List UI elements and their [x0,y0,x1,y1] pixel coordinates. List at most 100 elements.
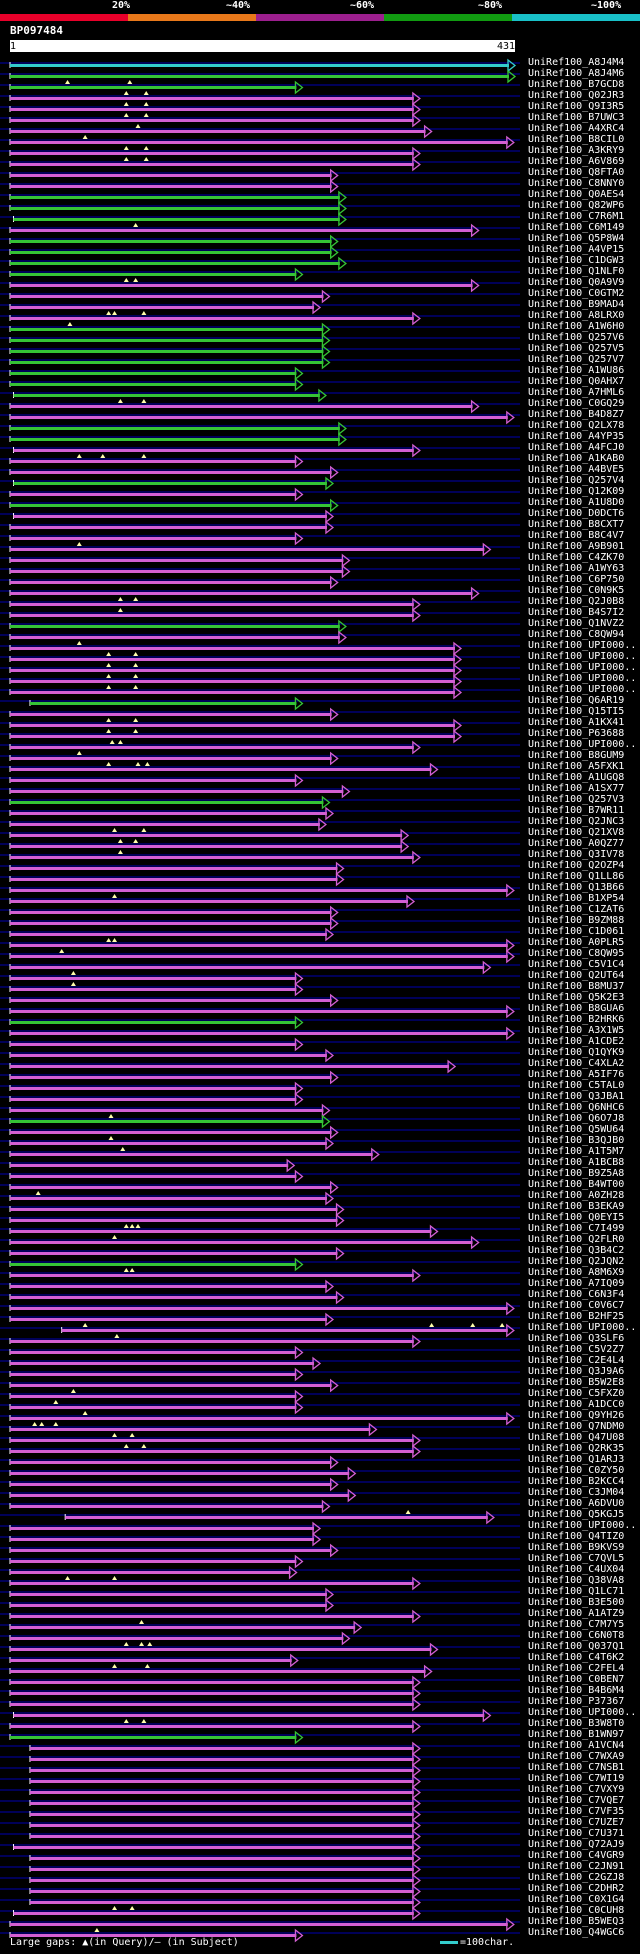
hit-label[interactable]: UniRef100_C7NSB1 [528,1762,625,1773]
hit-label[interactable]: UniRef100_B3E500 [528,1597,625,1608]
hit-label[interactable]: UniRef100_Q4WGC6 [528,1927,625,1938]
hit-label[interactable]: UniRef100_Q5P8W4 [528,233,625,244]
hit-label[interactable]: UniRef100_Q5KGJ5 [528,1509,625,1520]
hit-label[interactable]: UniRef100_Q1NVZ2 [528,618,625,629]
hit-label[interactable]: UniRef100_Q2LX78 [528,420,625,431]
hit-label[interactable]: UniRef100_Q2JNC3 [528,816,625,827]
hit-label[interactable]: UniRef100_B8GUA6 [528,1003,625,1014]
hit-label[interactable]: UniRef100_C4T6K2 [528,1652,625,1663]
hit-label[interactable]: UniRef100_C4UX04 [528,1564,625,1575]
hit-label[interactable]: UniRef100_C8QW94 [528,629,625,640]
hit-label[interactable]: UniRef100_Q2FLR0 [528,1234,625,1245]
hit-label[interactable]: UniRef100_Q2J0B8 [528,596,625,607]
hit-label[interactable]: UniRef100_C8NNY0 [528,178,625,189]
hit-label[interactable]: UniRef100_A1ATZ9 [528,1608,625,1619]
hit-label[interactable]: UniRef100_B8MU37 [528,981,625,992]
hit-label[interactable]: UniRef100_UPI000.. [528,739,637,750]
hit-label[interactable]: UniRef100_Q0AES4 [528,189,625,200]
hit-label[interactable]: UniRef100_C6M149 [528,222,625,233]
hit-label[interactable]: UniRef100_B4S7I2 [528,607,625,618]
hit-label[interactable]: UniRef100_Q4TIZ0 [528,1531,625,1542]
hit-label[interactable]: UniRef100_A1VCN4 [528,1740,625,1751]
hit-label[interactable]: UniRef100_Q3J9A6 [528,1366,625,1377]
hit-label[interactable]: UniRef100_C2FEL4 [528,1663,625,1674]
hit-label[interactable]: UniRef100_C4XLA2 [528,1058,625,1069]
hit-label[interactable]: UniRef100_C7I499 [528,1223,625,1234]
hit-label[interactable]: UniRef100_A1T5M7 [528,1146,625,1157]
hit-label[interactable]: UniRef100_Q3JBA1 [528,1091,625,1102]
hit-label[interactable]: UniRef100_A0ZH28 [528,1190,625,1201]
hit-label[interactable]: UniRef100_Q3IV78 [528,849,625,860]
hit-label[interactable]: UniRef100_C7WXA9 [528,1751,625,1762]
hit-label[interactable]: UniRef100_Q13B66 [528,882,625,893]
hit-label[interactable]: UniRef100_C2E4L4 [528,1355,625,1366]
hit-label[interactable]: UniRef100_Q5K2E3 [528,992,625,1003]
hit-label[interactable]: UniRef100_UPI000.. [528,684,637,695]
hit-label[interactable]: UniRef100_C0V6C7 [528,1300,625,1311]
hit-label[interactable]: UniRef100_A4YP35 [528,431,625,442]
hit-label[interactable]: UniRef100_B8CIL0 [528,134,625,145]
hit-label[interactable]: UniRef100_A1U8D0 [528,497,625,508]
hit-label[interactable]: UniRef100_C7M7Y5 [528,1619,625,1630]
hit-label[interactable]: UniRef100_B9KVS9 [528,1542,625,1553]
hit-label[interactable]: UniRef100_Q2RK35 [528,1443,625,1454]
hit-label[interactable]: UniRef100_Q1ARJ3 [528,1454,625,1465]
hit-label[interactable]: UniRef100_B7WR11 [528,805,625,816]
hit-label[interactable]: UniRef100_Q0AHX7 [528,376,625,387]
hit-label[interactable]: UniRef100_Q037Q1 [528,1641,625,1652]
hit-label[interactable]: UniRef100_Q1LL86 [528,871,625,882]
hit-label[interactable]: UniRef100_C7VF35 [528,1806,625,1817]
hit-label[interactable]: UniRef100_A1KX41 [528,717,625,728]
hit-label[interactable]: UniRef100_Q21XV8 [528,827,625,838]
hit-label[interactable]: UniRef100_B5WEQ3 [528,1916,625,1927]
hit-label[interactable]: UniRef100_C1D061 [528,926,625,937]
hit-label[interactable]: UniRef100_A1W6H0 [528,321,625,332]
hit-label[interactable]: UniRef100_C6P750 [528,574,625,585]
hit-label[interactable]: UniRef100_C7WI19 [528,1773,625,1784]
hit-label[interactable]: UniRef100_A1KAB0 [528,453,625,464]
hit-label[interactable]: UniRef100_A8M6X9 [528,1267,625,1278]
hit-label[interactable]: UniRef100_Q1LC71 [528,1586,625,1597]
hit-label[interactable]: UniRef100_Q257V5 [528,343,625,354]
hit-label[interactable]: UniRef100_Q5WU64 [528,1124,625,1135]
hit-label[interactable]: UniRef100_C6N0T8 [528,1630,625,1641]
hit-label[interactable]: UniRef100_A4FCJ0 [528,442,625,453]
hit-label[interactable]: UniRef100_B1WN97 [528,1729,625,1740]
hit-label[interactable]: UniRef100_Q7NDM0 [528,1421,625,1432]
hit-label[interactable]: UniRef100_B7UWC3 [528,112,625,123]
hit-label[interactable]: UniRef100_C6N3F4 [528,1289,625,1300]
hit-label[interactable]: UniRef100_Q8FTA0 [528,167,625,178]
hit-label[interactable]: UniRef100_Q257V6 [528,332,625,343]
hit-label[interactable]: UniRef100_C0CUH8 [528,1905,625,1916]
hit-label[interactable]: UniRef100_C5TAL0 [528,1080,625,1091]
hit-label[interactable]: UniRef100_Q82WP6 [528,200,625,211]
hit-label[interactable]: UniRef100_A6V869 [528,156,625,167]
hit-label[interactable]: UniRef100_C0GQ29 [528,398,625,409]
hit-label[interactable]: UniRef100_UPI000.. [528,673,637,684]
hit-label[interactable]: UniRef100_B5W2E8 [528,1377,625,1388]
hit-label[interactable]: UniRef100_C7QVL5 [528,1553,625,1564]
hit-label[interactable]: UniRef100_C5V2Z7 [528,1344,625,1355]
hit-label[interactable]: UniRef100_B9Z5A8 [528,1168,625,1179]
hit-label[interactable]: UniRef100_B3QJB0 [528,1135,625,1146]
hit-label[interactable]: UniRef100_B2KCC4 [528,1476,625,1487]
hit-label[interactable]: UniRef100_A4BVE5 [528,464,625,475]
hit-label[interactable]: UniRef100_A8J4M4 [528,57,625,68]
hit-label[interactable]: UniRef100_A4XRC4 [528,123,625,134]
hit-label[interactable]: UniRef100_A1DCC0 [528,1399,625,1410]
hit-label[interactable]: UniRef100_C0GTM2 [528,288,625,299]
hit-label[interactable]: UniRef100_A5FXK1 [528,761,625,772]
hit-label[interactable]: UniRef100_Q02JR3 [528,90,625,101]
hit-label[interactable]: UniRef100_UPI000.. [528,1322,637,1333]
hit-label[interactable]: UniRef100_B4D8Z7 [528,409,625,420]
hit-label[interactable]: UniRef100_Q9YH26 [528,1410,625,1421]
hit-label[interactable]: UniRef100_Q257V3 [528,794,625,805]
hit-label[interactable]: UniRef100_B3W8T0 [528,1718,625,1729]
hit-label[interactable]: UniRef100_B4WT00 [528,1179,625,1190]
hit-label[interactable]: UniRef100_A7IQ09 [528,1278,625,1289]
hit-label[interactable]: UniRef100_B8GUM9 [528,750,625,761]
hit-label[interactable]: UniRef100_P37367 [528,1696,625,1707]
hit-label[interactable]: UniRef100_B1XP54 [528,893,625,904]
hit-label[interactable]: UniRef100_B9MAD4 [528,299,625,310]
hit-label[interactable]: UniRef100_A4VP15 [528,244,625,255]
